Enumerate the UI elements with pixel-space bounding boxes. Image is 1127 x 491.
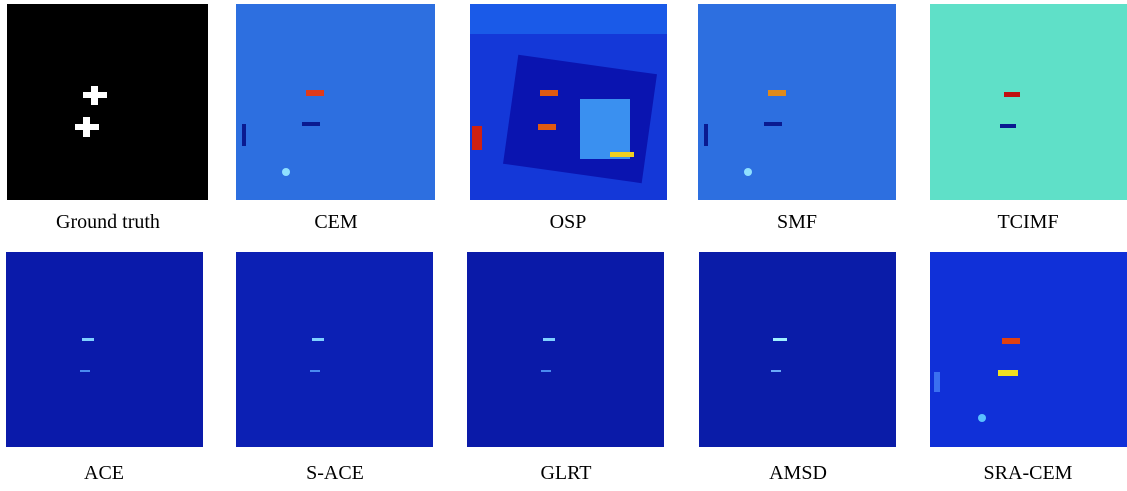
caption: Ground truth [0, 211, 218, 234]
ace-image [6, 252, 203, 447]
figure: Ground truth CEM OSP SMF TCIMF ACE S-ACE… [0, 0, 1127, 491]
caption: TCIMF [918, 211, 1127, 234]
caption: SMF [687, 211, 907, 234]
ground-truth-image [7, 4, 208, 200]
amsd-image [699, 252, 896, 447]
sra-cem-image [930, 252, 1127, 447]
tcimf-image [930, 4, 1127, 200]
caption: OSP [458, 211, 678, 234]
caption: AMSD [688, 462, 908, 485]
osp-image [470, 4, 667, 200]
caption: S-ACE [225, 462, 445, 485]
cem-image [236, 4, 435, 200]
caption: SRA-CEM [918, 462, 1127, 485]
caption: CEM [226, 211, 446, 234]
caption: GLRT [456, 462, 676, 485]
smf-image [698, 4, 896, 200]
s-ace-image [236, 252, 433, 447]
glrt-image [467, 252, 664, 447]
caption: ACE [0, 462, 214, 485]
